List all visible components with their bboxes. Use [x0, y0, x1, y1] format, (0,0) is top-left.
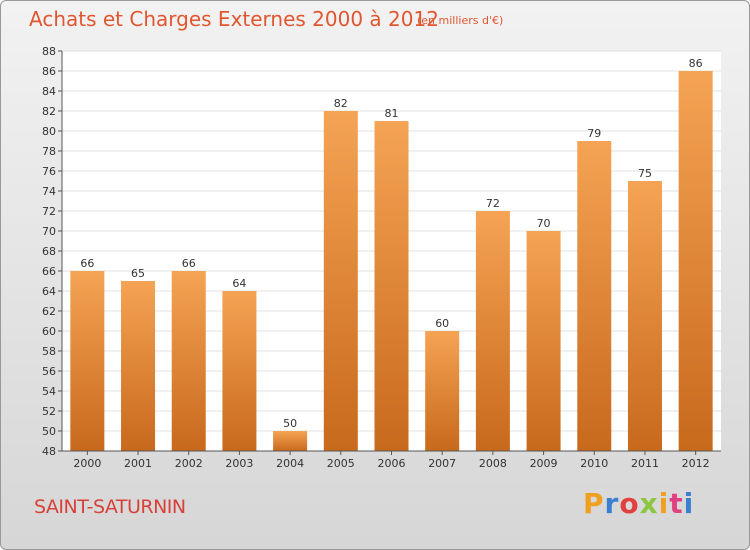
bars: 66 65 66 64 50 82 81 60 72 70 79 75 86: [70, 57, 713, 451]
bar-2008: [475, 211, 510, 451]
data-label: 50: [283, 417, 297, 430]
commune-name: SAINT-SATURNIN: [34, 496, 186, 518]
x-tick-label: 2008: [479, 457, 507, 470]
y-tick-label: 56: [42, 365, 56, 378]
y-tick-label: 72: [42, 205, 56, 218]
y-tick-label: 54: [42, 385, 56, 398]
bar-2006: [374, 121, 409, 451]
y-tick-label: 58: [42, 345, 56, 358]
data-label: 86: [689, 57, 703, 70]
x-tick-label: 2002: [175, 457, 203, 470]
bar-2005: [323, 111, 358, 451]
bar-2004: [273, 431, 308, 451]
y-tick-label: 64: [42, 285, 56, 298]
data-label: 60: [435, 317, 449, 330]
y-tick-label: 88: [42, 45, 56, 58]
bar-2010: [577, 141, 612, 451]
y-tick-label: 80: [42, 125, 56, 138]
data-label: 81: [385, 107, 399, 120]
bar-2007: [425, 331, 460, 451]
data-label: 70: [537, 217, 551, 230]
x-tick-label: 2006: [378, 457, 406, 470]
data-label: 79: [587, 127, 601, 140]
y-tick-label: 60: [42, 325, 56, 338]
chart-subtitle: (en milliers d'€): [417, 14, 504, 27]
data-label: 65: [131, 267, 145, 280]
bar-2011: [627, 181, 662, 451]
axes: 48 50 52 54 56 58 60 62 64 66 68 70 72 74 76 78 80 82 84 86…: [42, 45, 721, 470]
chart-title: Achats et Charges Externes 2000 à 2012: [29, 7, 439, 31]
y-tick-label: 70: [42, 225, 56, 238]
y-tick-label: 82: [42, 105, 56, 118]
y-tick-label: 50: [42, 425, 56, 438]
x-tick-label: 2001: [124, 457, 152, 470]
logo-letter: i: [683, 487, 695, 520]
y-tick-label: 52: [42, 405, 56, 418]
y-tick-label: 84: [42, 85, 56, 98]
proxiti-logo[interactable]: Proxiti: [583, 487, 694, 520]
logo-letter: i: [658, 487, 670, 520]
logo-letter: r: [604, 487, 620, 520]
data-label: 75: [638, 167, 652, 180]
logo-letter: o: [619, 487, 640, 520]
bar-2003: [222, 291, 257, 451]
x-tick-label: 2007: [428, 457, 456, 470]
y-tick-label: 48: [42, 445, 56, 458]
x-tick-label: 2003: [225, 457, 253, 470]
y-tick-label: 86: [42, 65, 56, 78]
data-label: 66: [182, 257, 196, 270]
x-tick-label: 2004: [276, 457, 304, 470]
y-tick-label: 66: [42, 265, 56, 278]
x-tick-label: 2011: [631, 457, 659, 470]
x-tick-label: 2012: [682, 457, 710, 470]
y-tick-label: 68: [42, 245, 56, 258]
y-tick-label: 78: [42, 145, 56, 158]
data-label: 82: [334, 97, 348, 110]
y-tick-label: 74: [42, 185, 56, 198]
bar-2012: [678, 71, 713, 451]
x-tick-label: 2009: [530, 457, 558, 470]
bar-2009: [526, 231, 561, 451]
logo-letter: t: [669, 487, 684, 520]
y-tick-label: 76: [42, 165, 56, 178]
x-tick-label: 2000: [73, 457, 101, 470]
bar-2000: [70, 271, 105, 451]
bar-2001: [121, 281, 156, 451]
data-label: 66: [80, 257, 94, 270]
data-label: 72: [486, 197, 500, 210]
x-tick-label: 2005: [327, 457, 355, 470]
x-tick-label: 2010: [580, 457, 608, 470]
bar-2002: [171, 271, 206, 451]
data-label: 64: [232, 277, 246, 290]
logo-letter: x: [639, 487, 659, 520]
logo-letter: P: [583, 487, 605, 520]
y-tick-label: 62: [42, 305, 56, 318]
